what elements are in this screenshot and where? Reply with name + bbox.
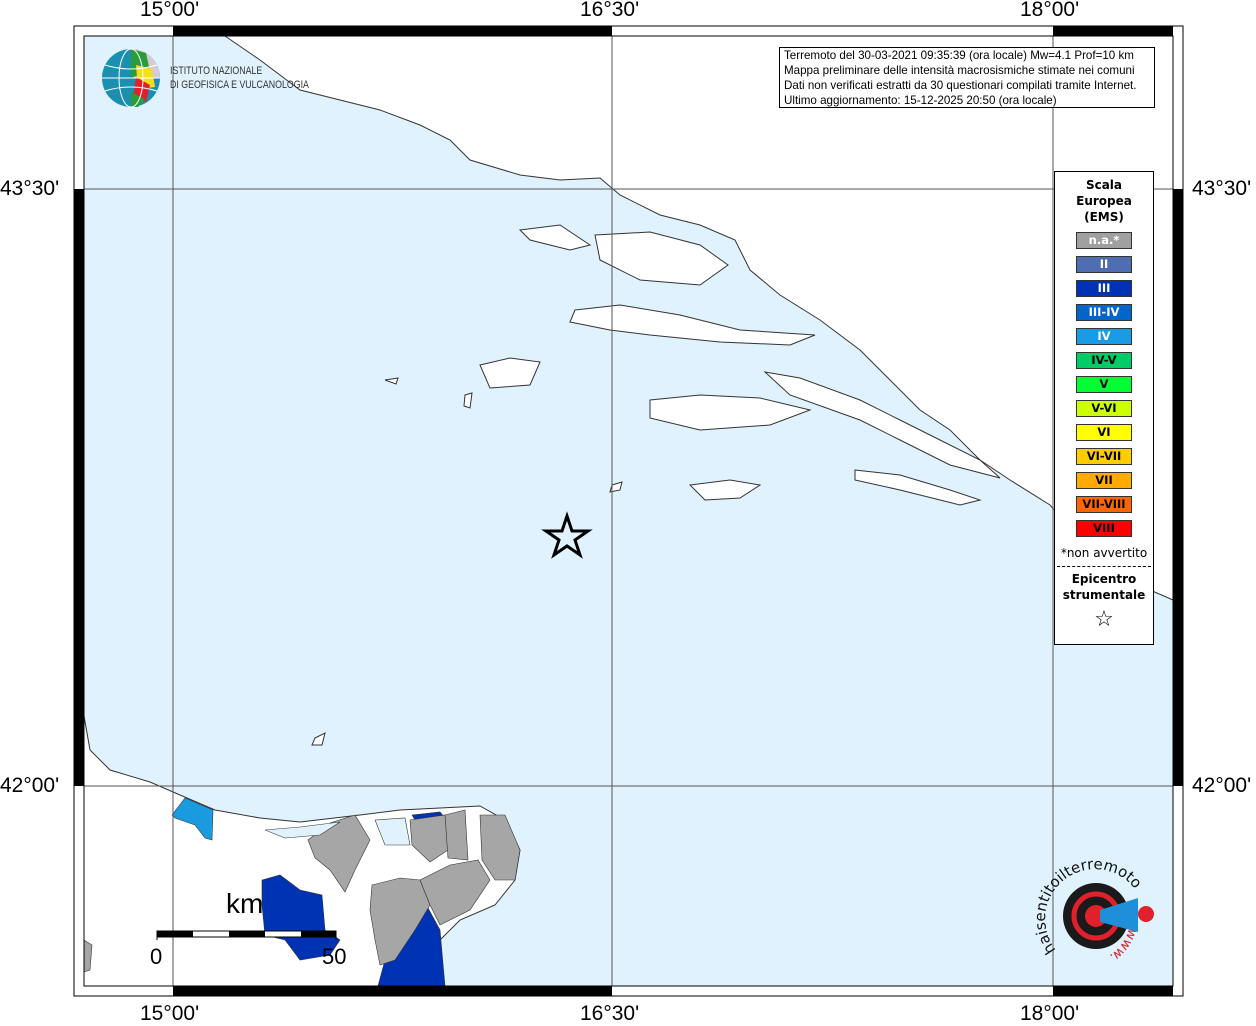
info-line: Mappa preliminare delle intensità macros…: [784, 64, 1135, 77]
legend-swatch: VII: [1076, 472, 1132, 489]
lagoons: [264, 817, 411, 846]
scale-min: 0: [150, 944, 163, 969]
info-line: Ultimo aggiornamento: 15-12-2025 20:50 (…: [784, 94, 1057, 107]
legend-divider: [1057, 566, 1151, 567]
lon-tick: 16°30': [580, 1002, 640, 1025]
ingv-logo-text: ISTITUTO NAZIONALE DI GEOFISICA E VULCAN…: [170, 65, 309, 91]
lon-tick: 18°00': [1020, 1002, 1080, 1025]
lat-tick: 42°00': [1192, 774, 1252, 797]
islands: [311, 224, 1001, 746]
ingv-globe-logo: [102, 48, 160, 108]
map-frame: [73, 25, 1184, 997]
legend-swatch: VI-VII: [1076, 448, 1132, 465]
lon-tick: 15°00': [140, 0, 200, 21]
lat-tick: 43°30': [1192, 177, 1252, 200]
scale-bar: [156, 930, 337, 940]
star-icon: ☆: [1094, 607, 1114, 632]
info-line: Dati non verificati estratti da 30 quest…: [784, 79, 1137, 92]
communes-na: [83, 809, 521, 973]
lat-tick: 43°30': [0, 177, 60, 200]
legend-swatch: V-VI: [1076, 400, 1132, 417]
scale-max: 50: [322, 944, 347, 969]
legend-note: *non avvertito: [1060, 546, 1148, 560]
epicenter-star-icon[interactable]: [541, 511, 593, 559]
lon-tick: 16°30': [580, 0, 640, 21]
lon-tick: 18°00': [1020, 0, 1080, 21]
legend-swatch: VII-VIII: [1076, 496, 1132, 513]
legend-swatch: VIII: [1076, 520, 1132, 537]
commune-III: [261, 874, 341, 961]
legend-swatch: III: [1076, 280, 1132, 297]
legend-swatches: n.a.* II III III-IV IV IV-V V V-VI VI VI-VII VII VI…: [1055, 232, 1153, 537]
haisentito-logo: haisentitoilterremoto.it www.: [1034, 858, 1154, 965]
scale-unit: km: [226, 888, 264, 919]
legend-swatch: III-IV: [1076, 304, 1132, 321]
legend-swatch: VI: [1076, 424, 1132, 441]
legend-swatch: IV-V: [1076, 352, 1132, 369]
lon-tick: 15°00': [140, 1002, 200, 1025]
ems-legend: Scala Europea (EMS) n.a.* II III III-IV IV IV…: [1054, 171, 1154, 645]
lat-tick: 42°00': [0, 774, 60, 797]
legend-swatch: IV: [1076, 328, 1132, 345]
graticule: [84, 36, 1173, 986]
legend-swatch: n.a.*: [1076, 232, 1132, 249]
info-line: Terremoto del 30-03-2021 09:35:39 (ora l…: [784, 49, 1134, 62]
event-info-box: Terremoto del 30-03-2021 09:35:39 (ora l…: [779, 47, 1155, 108]
legend-swatch: V: [1076, 376, 1132, 393]
commune-IV: [171, 797, 214, 841]
legend-swatch: II: [1076, 256, 1132, 273]
